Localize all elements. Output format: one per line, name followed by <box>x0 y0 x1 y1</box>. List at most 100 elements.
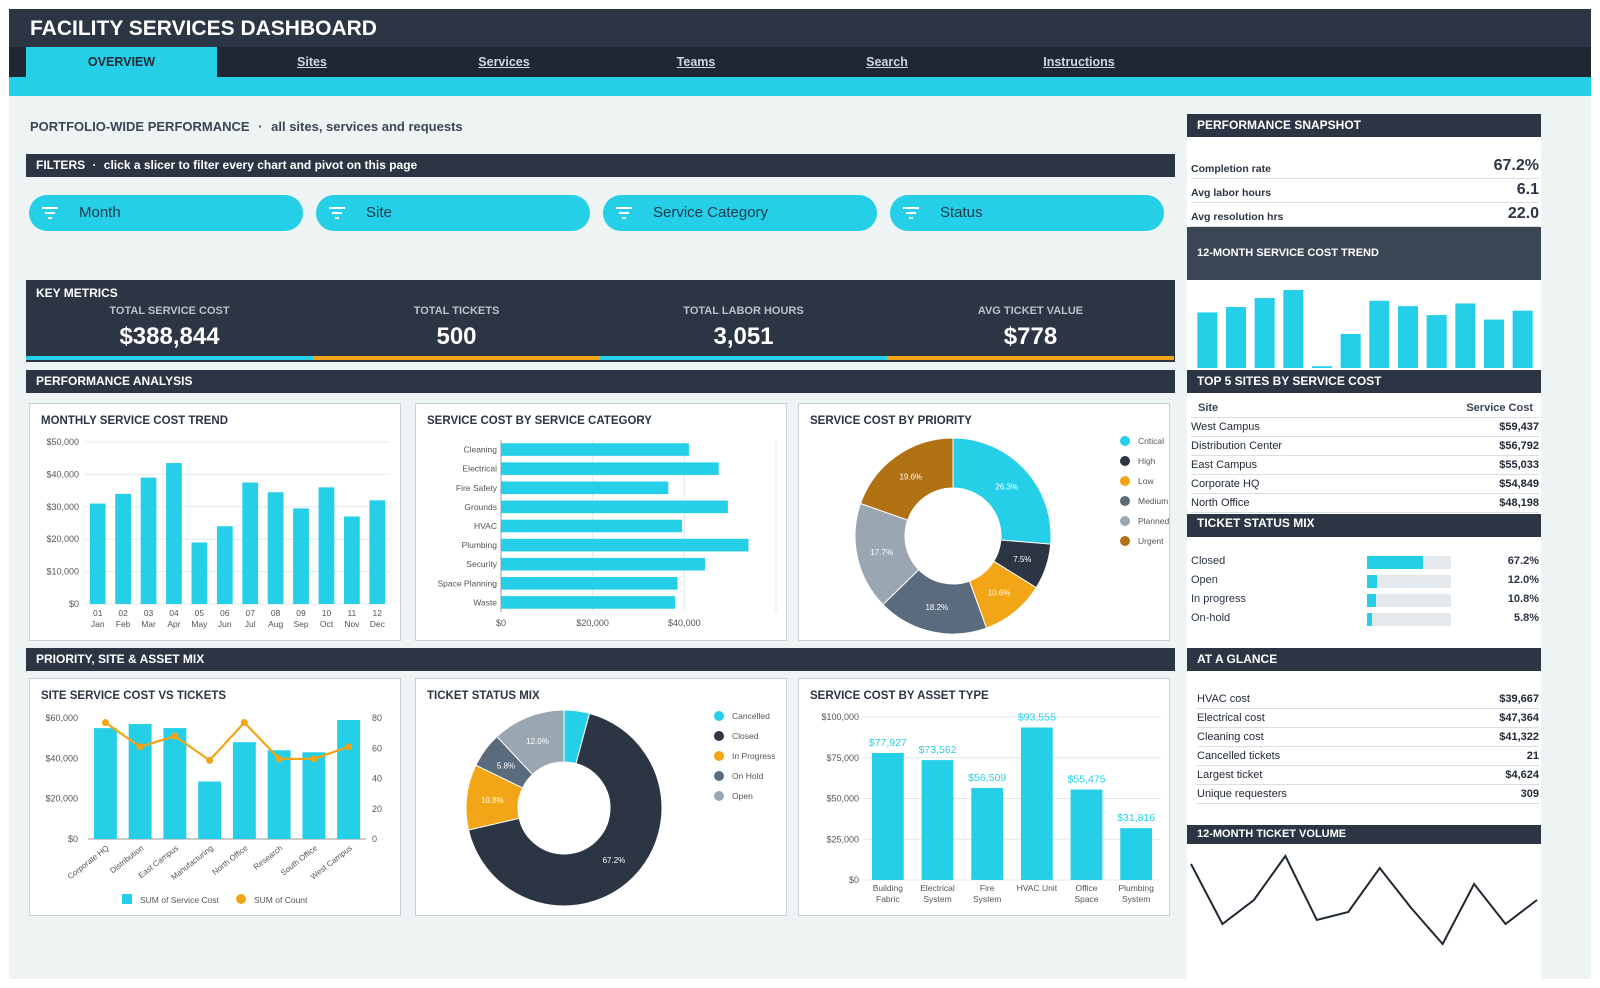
table-row: West Campus $59,437 <box>1191 418 1539 437</box>
status-row: In progress 10.8% <box>1191 590 1539 609</box>
cost-trend-sparkbars <box>1197 290 1533 368</box>
slicer-status[interactable]: Status <box>890 195 1164 231</box>
kpi-label: TOTAL LABOR HOURS <box>683 305 804 317</box>
tab-instructions[interactable]: Instructions <box>1043 55 1115 69</box>
x-tick-label: 10 <box>322 608 332 618</box>
col-header-cost: Service Cost <box>1466 402 1533 414</box>
y-tick-label: Plumbing <box>462 540 498 550</box>
glance-row: Cleaning cost $41,322 <box>1197 728 1539 747</box>
slicer-service-category[interactable]: Service Category <box>603 195 877 231</box>
glance-row: HVAC cost $39,667 <box>1197 690 1539 709</box>
snapshot-label: Avg resolution hrs <box>1191 211 1284 223</box>
y-tick-label: Electrical <box>463 464 498 474</box>
glance-label: Cleaning cost <box>1197 731 1264 743</box>
app-title: FACILITY SERVICES DASHBOARD <box>30 17 377 40</box>
tab-overview[interactable]: OVERVIEW <box>26 47 217 77</box>
filter-icon <box>329 207 345 219</box>
bar <box>1020 727 1053 880</box>
x-tick-label: System <box>1122 894 1150 904</box>
tab-services[interactable]: Services <box>478 55 530 69</box>
y-tick-label: $50,000 <box>826 794 859 804</box>
x-tick-label: $20,000 <box>576 618 609 628</box>
x-tick-label: Jul <box>245 619 256 629</box>
tab-search[interactable]: Search <box>866 55 908 69</box>
legend-swatch <box>236 894 246 904</box>
category-cost-svg: $0 $20,000 $40,000 Cleaning Electrical Fire S… <box>437 440 777 628</box>
site-cost-svg: $0 $20,000 $40,000 $60,000 0 20 40 60 80 Corporat… <box>45 713 382 905</box>
status-bar-fill <box>1367 556 1424 569</box>
priority-cost-chart: SERVICE COST BY PRIORITY 26.3% 7.5% 10.6% 1… <box>798 403 1170 641</box>
bar <box>501 519 683 533</box>
glance-label: Largest ticket <box>1197 769 1263 781</box>
data-label: $31,816 <box>1117 812 1155 824</box>
priority-cost-svg: 26.3% 7.5% 10.6% 18.2% 17.7% 19.6% Critical Hig… <box>854 436 1169 635</box>
slicer-label: Site <box>366 204 392 221</box>
y-tick-label: $0 <box>849 875 859 885</box>
count-point <box>171 732 179 740</box>
y-tick-label: $25,000 <box>826 834 859 844</box>
glance-row: Cancelled tickets 21 <box>1197 747 1539 766</box>
heading-separator: · <box>258 119 263 134</box>
kpi-accent-line <box>26 356 313 360</box>
kpi-accent-line <box>313 356 600 360</box>
count-line <box>104 720 349 762</box>
bar <box>163 728 187 839</box>
x-tick-label: Corporate HQ <box>66 843 111 881</box>
filters-separator: · <box>92 158 97 172</box>
tab-sites[interactable]: Sites <box>297 55 327 69</box>
slicer-site[interactable]: Site <box>316 195 590 231</box>
site-name: Distribution Center <box>1191 440 1283 452</box>
bar <box>267 492 284 604</box>
chart-title: SITE SERVICE COST VS TICKETS <box>41 690 227 702</box>
kpi-accent-line <box>887 356 1174 360</box>
slice-label: 17.7% <box>870 548 893 557</box>
glance-value: 309 <box>1520 788 1539 800</box>
y-tick-label: Grounds <box>464 502 497 512</box>
kpi-total-tickets: TOTAL TICKETS 500 <box>313 305 600 351</box>
bar <box>501 443 689 456</box>
donut-slice <box>859 437 954 521</box>
snapshot-row: Avg labor hours 6.1 <box>1191 179 1539 203</box>
y-tick-label: Space Planning <box>437 578 497 588</box>
snapshot-label: Avg labor hours <box>1191 187 1272 199</box>
nav-bar: OVERVIEW Sites Services Teams Search Ins… <box>9 47 1591 77</box>
legend-label: High <box>1138 456 1156 466</box>
count-point <box>136 743 144 751</box>
legend-label: On Hold <box>732 771 763 781</box>
x-tick-label: Apr <box>167 619 180 629</box>
legend-swatch <box>714 771 724 781</box>
top-sites-title: TOP 5 SITES BY SERVICE COST <box>1187 370 1541 393</box>
data-label: $73,562 <box>919 744 957 756</box>
kpi-label: TOTAL TICKETS <box>413 305 500 317</box>
y-tick-label: $50,000 <box>46 437 79 447</box>
x-tick-label: 05 <box>195 608 205 618</box>
chart-title: SERVICE COST BY PRIORITY <box>810 415 972 427</box>
slice-label: 7.5% <box>1013 555 1031 564</box>
x-tick-label: Nov <box>344 619 360 629</box>
legend-swatch <box>714 711 724 721</box>
y-tick-label: Waste <box>473 597 497 607</box>
x-tick-label: May <box>191 619 208 629</box>
slicer-month[interactable]: Month <box>29 195 303 231</box>
site-cost-tickets-chart: SITE SERVICE COST VS TICKETS $0 $20,000 $4… <box>29 678 401 916</box>
title-bar: FACILITY SERVICES DASHBOARD <box>9 9 1591 47</box>
slicer-label: Service Category <box>653 204 769 221</box>
bar <box>293 508 309 604</box>
bar <box>140 477 157 604</box>
kpi-value: 500 <box>436 323 477 350</box>
slicer-label: Month <box>79 204 121 221</box>
bar <box>501 596 676 609</box>
y-tick-label: $20,000 <box>45 794 78 804</box>
glance-label: HVAC cost <box>1197 693 1250 705</box>
x-tick-label: Jun <box>218 619 232 629</box>
status-value: 12.0% <box>1507 574 1539 586</box>
tab-teams[interactable]: Teams <box>676 55 716 69</box>
spark-bar <box>1254 298 1275 368</box>
y-tick-label: $10,000 <box>46 567 79 577</box>
status-value: 5.8% <box>1513 612 1539 624</box>
x-tick-label: Jan <box>91 619 105 629</box>
bar <box>318 487 335 604</box>
chart-title: TICKET STATUS MIX <box>427 690 540 702</box>
ticket-status-svg: 67.2% 10.8% 5.8% 12.0% Cancelled Closed In Pro… <box>465 709 775 907</box>
status-label: In progress <box>1191 593 1247 605</box>
